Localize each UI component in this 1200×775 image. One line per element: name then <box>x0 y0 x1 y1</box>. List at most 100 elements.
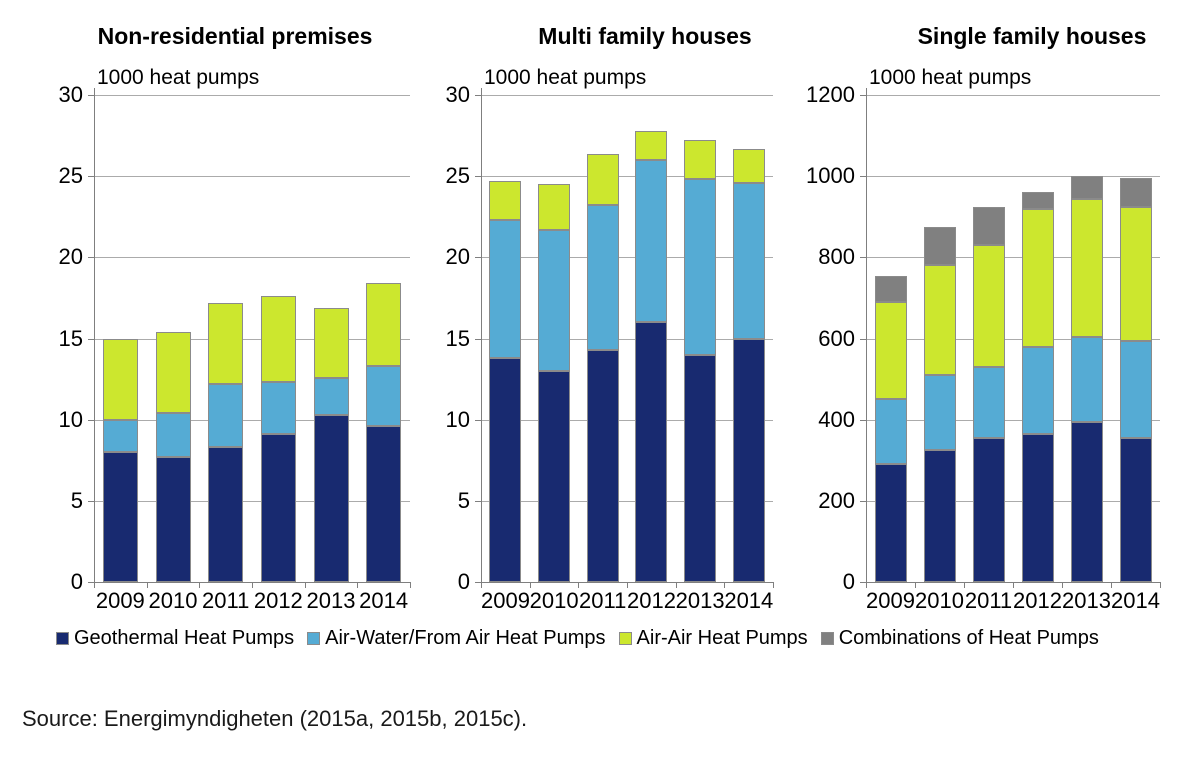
bar-segment <box>208 384 243 448</box>
y-axis-tick <box>475 176 481 177</box>
bar-segment <box>875 302 907 400</box>
bar-segment <box>314 414 349 582</box>
y-axis-tick-label: 1200 <box>806 82 855 107</box>
legend-key-swatch <box>307 631 321 645</box>
gridline <box>866 501 1160 502</box>
x-axis-tick-label: 2009 <box>866 588 915 613</box>
bar-segment <box>314 307 349 378</box>
legend-item-label: Combinations of Heat Pumps <box>838 627 1099 649</box>
bar-segment <box>875 464 907 582</box>
x-axis-line <box>481 582 773 583</box>
x-axis-tick <box>530 582 531 588</box>
legend-item: Geothermal Heat Pumps <box>56 627 294 649</box>
bar-segment <box>208 302 243 384</box>
x-axis-tick-label: 2014 <box>1111 588 1160 613</box>
gridline <box>866 257 1160 258</box>
bar-segment <box>1022 208 1054 347</box>
x-axis-tick-label: 2012 <box>253 588 303 613</box>
y-axis-tick-label: 10 <box>58 407 83 432</box>
bar-segment <box>733 182 765 339</box>
bar-segment <box>261 382 296 435</box>
bar-segment <box>489 181 521 220</box>
x-axis-tick <box>305 582 306 588</box>
legend-key-swatch <box>56 631 69 645</box>
legend-key-swatch <box>820 631 834 645</box>
x-axis-tick-label: 2010 <box>529 588 579 613</box>
bar-segment <box>1022 192 1054 209</box>
chart-title: Non-residential premises <box>97 23 373 49</box>
chart-title: Multi family houses <box>538 23 752 49</box>
x-axis-tick <box>94 582 95 588</box>
bar-segment <box>1022 346 1054 434</box>
bar-segment <box>973 366 1005 438</box>
y-axis-tick-label: 0 <box>457 569 470 594</box>
y-axis-tick <box>475 95 481 96</box>
bar-segment <box>924 265 956 375</box>
x-axis-tick-label: 2013 <box>675 588 725 613</box>
y-axis-tick-label: 15 <box>58 326 83 351</box>
y-axis-tick-label: 30 <box>445 82 470 107</box>
legend-item: Air-Air Heat Pumps <box>618 627 808 649</box>
plot-area <box>94 95 410 582</box>
y-axis-tick-label: 400 <box>818 407 855 432</box>
y-axis-tick-label: 25 <box>445 163 470 188</box>
y-axis-tick-label: 200 <box>818 488 855 513</box>
bar-segment <box>875 399 907 465</box>
y-axis-tick <box>88 257 94 258</box>
x-axis-tick <box>676 582 677 588</box>
y-axis-tick <box>88 95 94 96</box>
y-axis-tick <box>475 582 481 583</box>
legend-item-label: Air-Water/From Air Heat Pumps <box>325 627 606 649</box>
x-axis-tick-label: 2012 <box>1013 588 1062 613</box>
x-axis-tick <box>147 582 148 588</box>
bar-segment <box>684 140 716 180</box>
y-axis-tick <box>860 582 866 583</box>
y-axis-tick <box>860 501 866 502</box>
y-axis-tick <box>88 420 94 421</box>
bar-segment <box>1120 178 1152 207</box>
gridline <box>481 420 773 421</box>
bar-segment <box>1120 206 1152 341</box>
bar-segment <box>103 338 138 420</box>
bar-segment <box>1071 176 1103 199</box>
bar-segment <box>587 205 619 350</box>
x-axis-tick-label: 2011 <box>202 588 250 613</box>
y-axis-tick-label: 15 <box>445 326 470 351</box>
y-axis-line <box>866 88 867 582</box>
bar-segment <box>924 375 956 451</box>
y-axis-tick <box>475 420 481 421</box>
legend-item: Combinations of Heat Pumps <box>820 627 1099 649</box>
y-axis-tick-label: 1000 <box>806 163 855 188</box>
bar-segment <box>261 434 296 582</box>
gridline <box>481 339 773 340</box>
x-axis-line <box>866 582 1160 583</box>
y-axis-tick <box>860 420 866 421</box>
bar-segment <box>1071 421 1103 582</box>
x-axis-tick-label: 2009 <box>95 588 145 613</box>
y-axis-tick <box>860 257 866 258</box>
x-axis-tick <box>357 582 358 588</box>
x-axis-tick <box>627 582 628 588</box>
bar-segment <box>733 338 765 582</box>
x-axis-tick <box>199 582 200 588</box>
bar-segment <box>366 366 401 427</box>
bar-segment <box>538 229 570 371</box>
bar-segment <box>684 354 716 582</box>
bar-segment <box>208 447 243 582</box>
x-axis-tick <box>1160 582 1161 588</box>
legend-item-label: Geothermal Heat Pumps <box>74 627 295 649</box>
x-axis-tick <box>1111 582 1112 588</box>
bar-segment <box>156 332 191 414</box>
gridline <box>481 95 773 96</box>
bar-segment <box>1071 336 1103 422</box>
y-axis-tick-label: 0 <box>70 569 83 594</box>
gridline <box>94 501 410 502</box>
gridline <box>481 176 773 177</box>
bar-segment <box>261 296 296 383</box>
y-axis-line <box>481 88 482 582</box>
y-axis-tick-label: 20 <box>58 244 83 269</box>
plot-area <box>481 95 773 582</box>
gridline <box>481 501 773 502</box>
legend: Geothermal Heat Pumps Air-Water/From Air … <box>56 627 1099 649</box>
bar-segment <box>973 437 1005 582</box>
